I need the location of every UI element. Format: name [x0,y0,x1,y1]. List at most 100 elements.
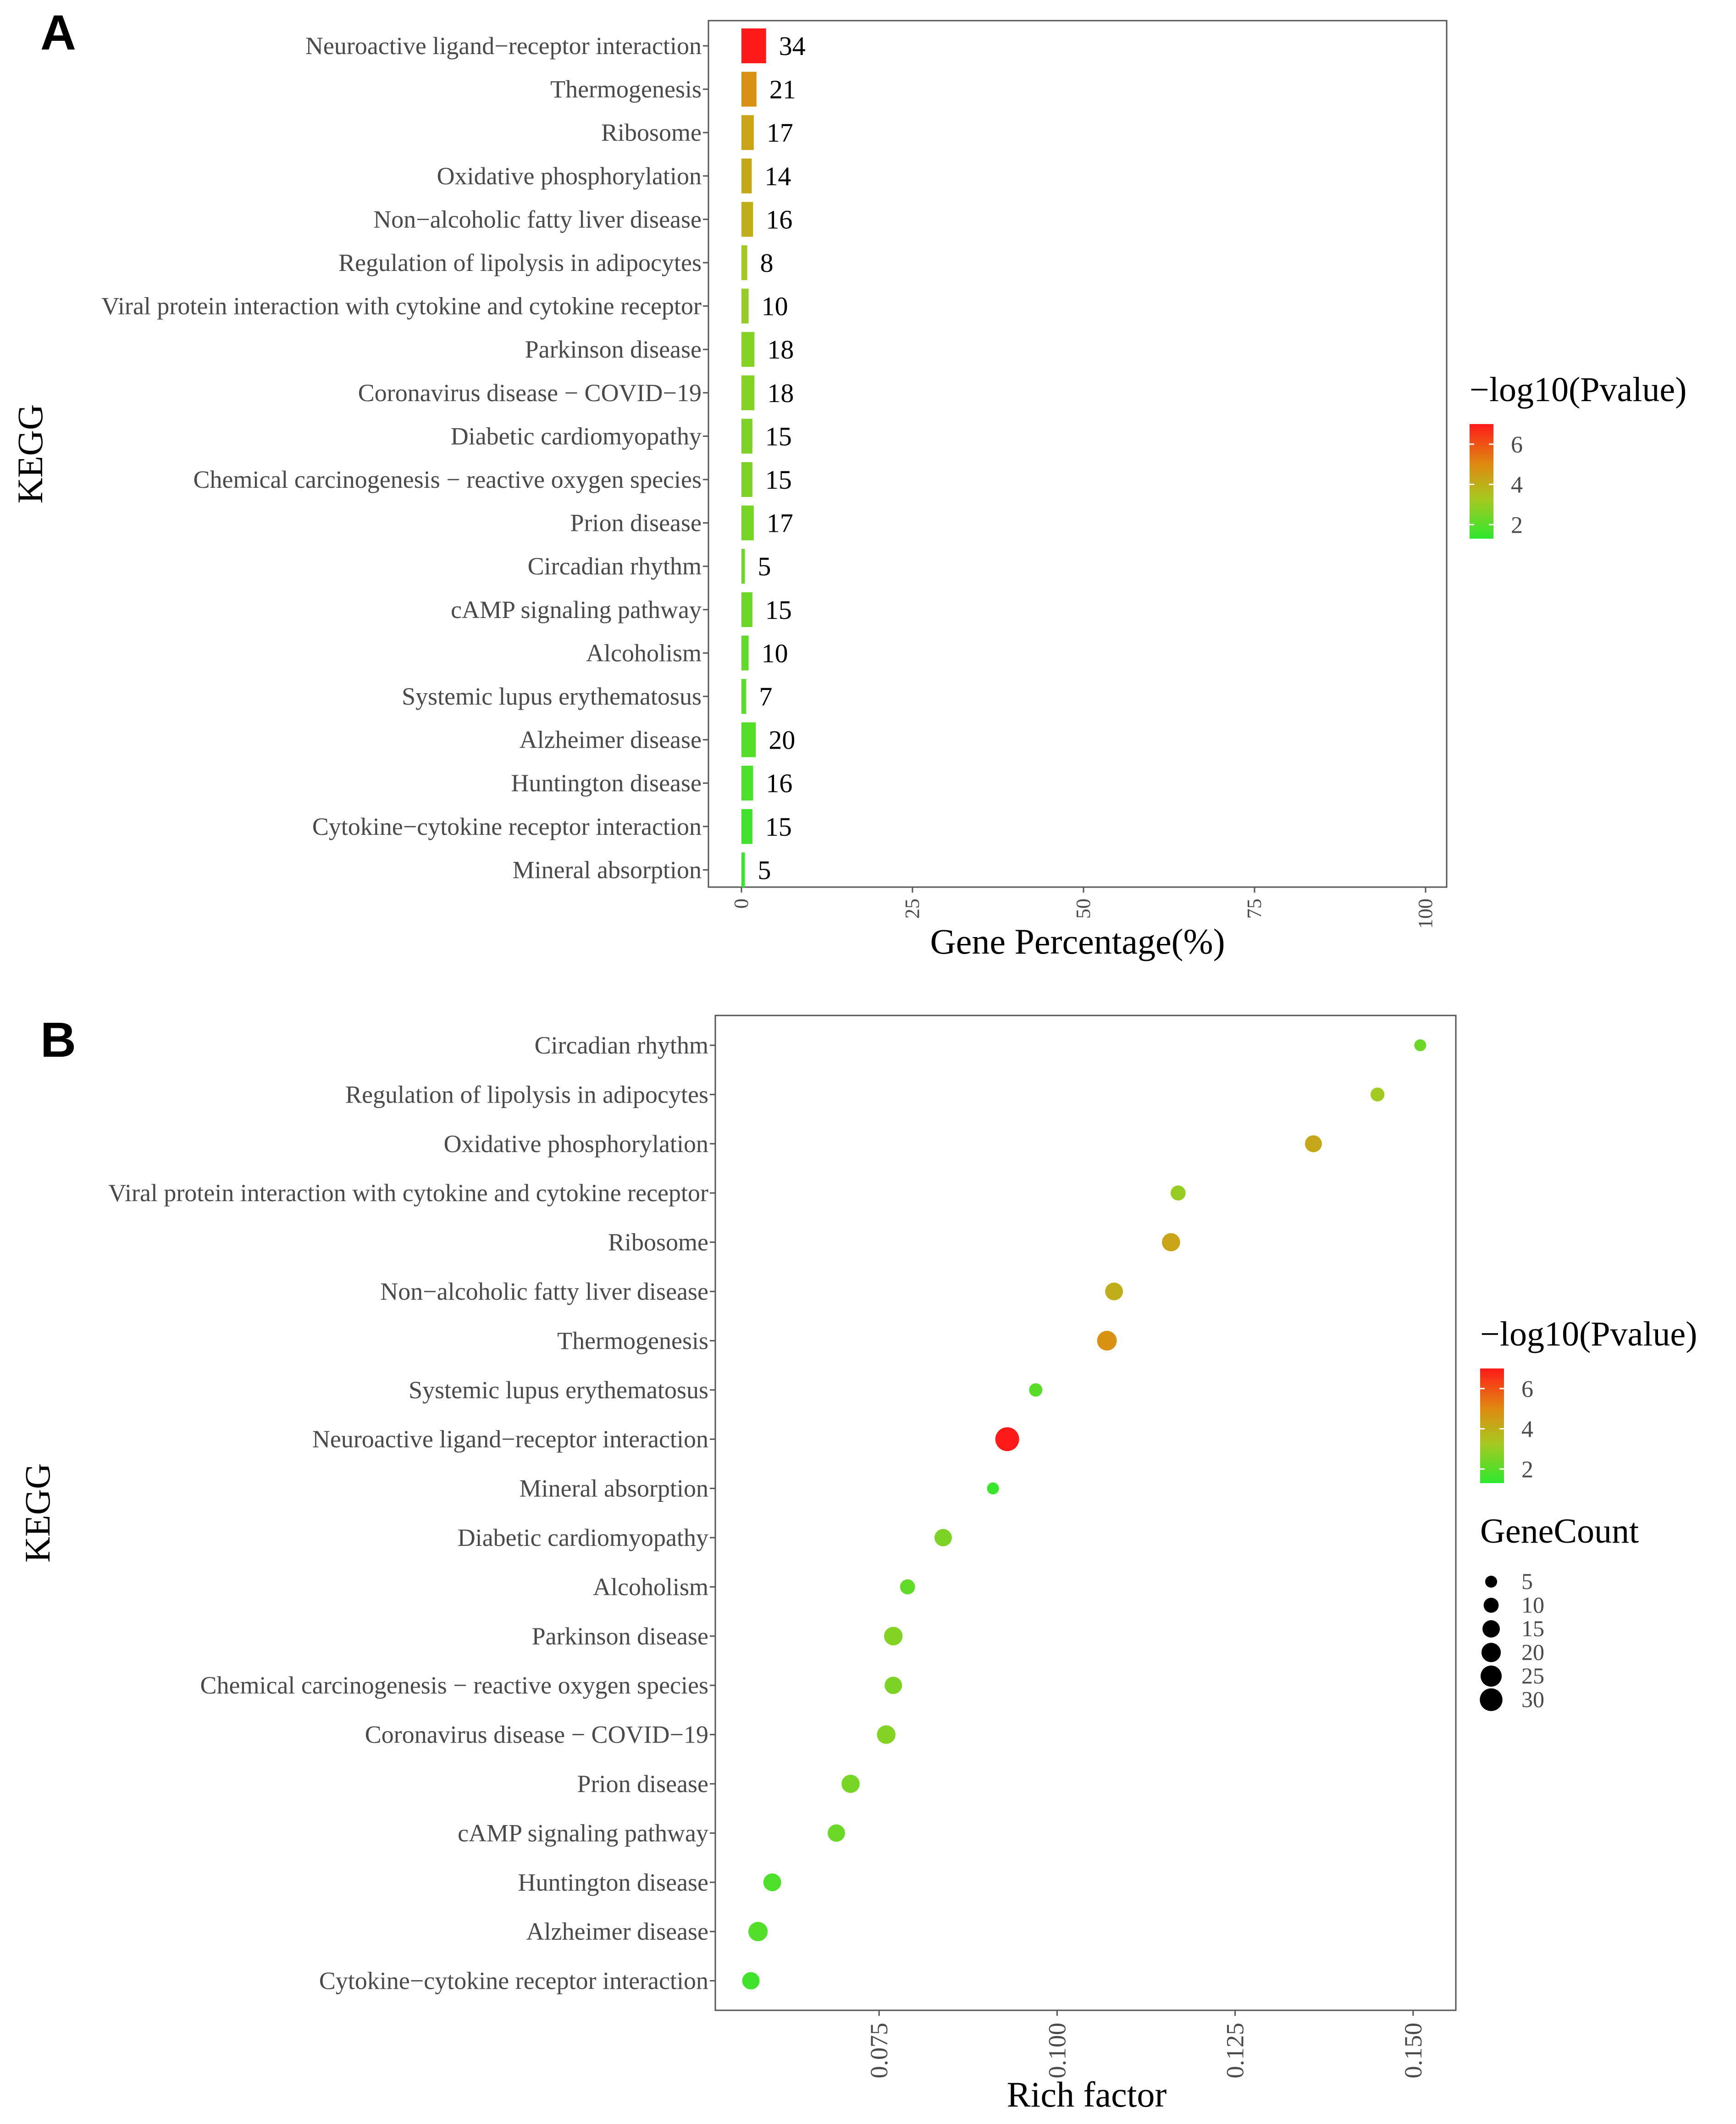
panel-a-legend-tick-label: 6 [1511,432,1523,458]
panel-a-bar-non-alcoholic-fatty-liver-disease [741,202,753,237]
panel-a-bar-label: 18 [767,378,794,408]
panel-a-color-legend: −log10(Pvalue) 6 4 2 [1470,370,1686,539]
panel-a-category-neuroactive-ligand-receptor-interaction: Neuroactive ligand−receptor interaction [305,32,702,60]
panel-b-x-axis-title: Rich factor [1007,2074,1167,2114]
panel-b-point-ribosome [1162,1233,1180,1252]
panel-a-bar-label: 17 [767,118,793,148]
panel-a-bar-label: 10 [762,638,788,668]
panel-a-category-thermogenesis: Thermogenesis [550,76,702,103]
panel-b-category-coronavirus-disease-covid-19: Coronavirus disease − COVID−19 [365,1721,708,1749]
panel-a-category-circadian-rhythm: Circadian rhythm [528,552,702,580]
panel-b-category-oxidative-phosphorylation: Oxidative phosphorylation [444,1130,708,1158]
panel-a-category-ribosome: Ribosome [601,119,702,146]
panel-b-category-diabetic-cardiomyopathy: Diabetic cardiomyopathy [458,1524,708,1551]
panel-b-size-legend-dot [1485,1575,1498,1588]
panel-b-plot-area [714,1015,1457,2011]
panel-a-bar-mineral-absorption [741,852,745,888]
panel-a-category-regulation-of-lipolysis-in-adipocytes: Regulation of lipolysis in adipocytes [338,249,702,276]
panel-b-category-non-alcoholic-fatty-liver-disease: Non−alcoholic fatty liver disease [380,1278,708,1305]
panel-a-x-tick-label: 0 [730,899,752,909]
panel-b-point-viral-protein-interaction-with-cytokine-and-cytokine-receptor [1170,1185,1186,1201]
panel-b-category-neuroactive-ligand-receptor-interaction: Neuroactive ligand−receptor interaction [312,1425,708,1453]
panel-b-size-legend-label: 25 [1521,1663,1544,1688]
panel-b-size-legend-label: 30 [1521,1687,1544,1712]
panel-b-category-ribosome: Ribosome [608,1229,708,1256]
panel-a-bar-label: 10 [762,292,788,321]
panel-b-point-huntington-disease [763,1873,781,1892]
panel-b-size-legend-label: 10 [1521,1592,1544,1618]
panel-a-x-tick-label: 75 [1243,899,1266,919]
panel-b-point-circadian-rhythm [1414,1039,1426,1052]
panel-b-size-legend-label: 15 [1521,1616,1544,1641]
panel-a-y-axis-title: KEGG [10,404,50,504]
panel-b-points [742,1039,1426,1990]
panel-a-legend-ticks: 6 4 2 [1470,432,1523,538]
panel-b-point-neuroactive-ligand-receptor-interaction [995,1427,1019,1451]
panel-a-category-huntington-disease: Huntington disease [511,769,702,797]
panel-a-legend-tick-label: 2 [1511,512,1523,538]
panel-a-bar-label: 15 [765,421,792,451]
panel-a-category-camp-signaling-pathway: cAMP signaling pathway [451,596,702,623]
panel-b-x-tick-label: 0.075 [865,2023,893,2079]
panel-b-category-camp-signaling-pathway: cAMP signaling pathway [458,1819,708,1847]
panel-b-point-parkinson-disease [884,1627,903,1646]
panel-a-bar-thermogenesis [741,72,757,107]
panel-b-size-legend-label: 20 [1521,1639,1544,1665]
panel-b-x-tick-label: 0.125 [1222,2023,1249,2079]
panel-a-bar-huntington-disease [741,766,753,801]
panel-b-size-legend-dot [1481,1666,1502,1687]
panel-a-bar-label: 15 [765,465,792,495]
panel-a-color-bar [1470,424,1493,539]
panel-b-point-coronavirus-disease-covid-19 [877,1725,896,1744]
panel-b-category-thermogenesis: Thermogenesis [557,1327,708,1354]
panel-b-category-alzheimer-disease: Alzheimer disease [526,1918,708,1945]
panel-a-bar-alzheimer-disease [741,722,756,757]
panel-a-legend-tick-label: 4 [1511,472,1523,498]
panel-b-legend-tick-label: 2 [1521,1456,1533,1483]
panel-b-size-legend-dot [1482,1620,1500,1638]
panel-a-bar-label: 8 [760,248,774,278]
panel-b-letter: B [40,1012,76,1067]
panel-b-category-circadian-rhythm: Circadian rhythm [535,1032,708,1059]
panel-a-bar-prion-disease [741,505,754,541]
panel-b-category-chemical-carcinogenesis-reactive-oxygen-species: Chemical carcinogenesis − reactive oxyge… [200,1672,708,1699]
panel-a-bar-alcoholism [741,635,749,671]
panel-a-bar-ribosome [741,115,754,150]
panel-b-point-cytokine-cytokine-receptor-interaction [742,1972,760,1990]
panel-a-bar-cytokine-cytokine-receptor-interaction [741,809,752,844]
panel-b-category-labels: Circadian rhythm Regulation of lipolysis … [108,1032,715,1995]
panel-a-bar-label: 7 [759,682,772,712]
panel-b-y-axis-title: KEGG [17,1463,57,1563]
panel-b-category-prion-disease: Prion disease [577,1770,708,1798]
panel-b-point-non-alcoholic-fatty-liver-disease [1105,1282,1123,1301]
panel-a-category-alcoholism: Alcoholism [586,639,702,667]
panel-a-bar-label: 16 [766,204,792,234]
panel-a-x-tick-label: 100 [1414,899,1437,929]
panel-a-bar-label: 16 [766,768,792,798]
panel-b-category-systemic-lupus-erythematosus: Systemic lupus erythematosus [409,1376,708,1404]
panel-b-legend-tick-label: 6 [1521,1376,1533,1402]
panel-a-bar-label: 18 [767,335,794,364]
panel-b-point-camp-signaling-pathway [828,1824,845,1842]
panel-a-category-cytokine-cytokine-receptor-interaction: Cytokine−cytokine receptor interaction [312,813,702,840]
panel-b-color-bar [1480,1368,1504,1483]
panel-a-bar-diabetic-cardiomyopathy [741,419,752,454]
panel-b-legend-title: −log10(Pvalue) [1480,1315,1697,1353]
panel-b-point-alzheimer-disease [748,1922,768,1942]
panel-b-category-cytokine-cytokine-receptor-interaction: Cytokine−cytokine receptor interaction [319,1967,708,1995]
panel-a-bar-label: 17 [767,508,793,538]
panel-b-point-thermogenesis [1097,1330,1117,1351]
panel-a-bar-label: 15 [765,812,792,842]
panel-a-bar-label: 34 [779,31,806,61]
panel-a-bar-circadian-rhythm [741,549,745,584]
panel-a-category-mineral-absorption: Mineral absorption [513,856,702,883]
panel-b-size-legend-dot [1481,1643,1501,1662]
panel-a-bar-label: 15 [765,595,792,625]
panel-a-bar-oxidative-phosphorylation [741,158,752,193]
panel-a-category-alzheimer-disease: Alzheimer disease [520,726,702,754]
panel-a-bar-parkinson-disease [741,332,755,367]
panel-b-size-legend-dot [1483,1598,1499,1613]
panel-b-point-diabetic-cardiomyopathy [934,1529,952,1546]
